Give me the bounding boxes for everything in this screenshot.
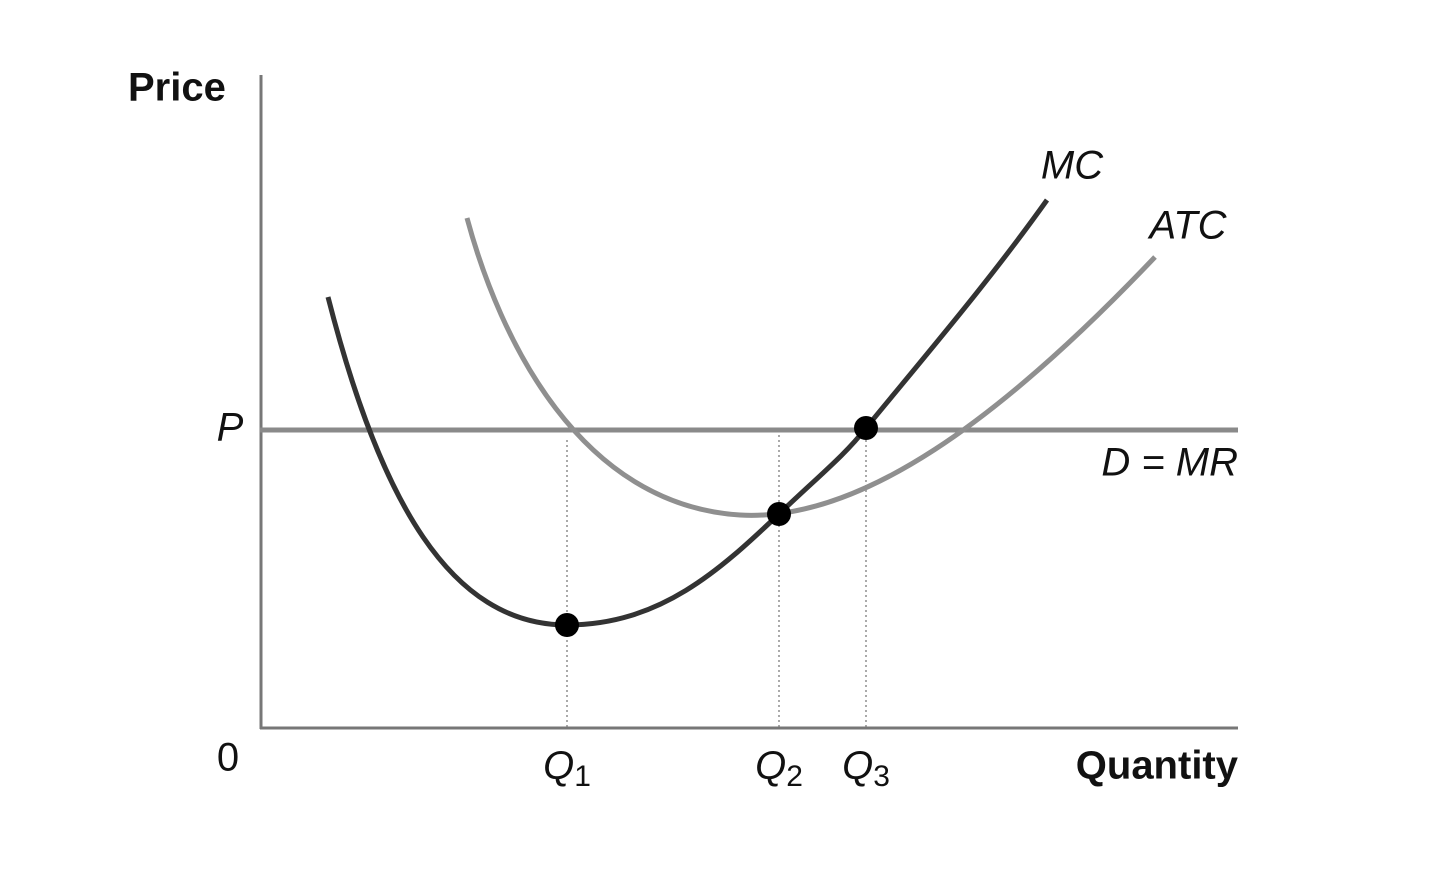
y-axis-label: Price <box>128 66 226 110</box>
mc-label: MC <box>1041 144 1104 188</box>
quantity-letter: Q <box>543 744 574 788</box>
mc-curve <box>325 198 1050 628</box>
price-label: P <box>217 406 244 450</box>
quantity-subscript: 1 <box>574 760 591 793</box>
atc-label: ATC <box>1147 204 1227 248</box>
quantity-label: Q2 <box>755 744 803 793</box>
quantity-subscript: 2 <box>786 760 803 793</box>
x-axis-label: Quantity <box>1076 744 1239 788</box>
point <box>854 416 878 440</box>
quantity-labels: Q1 Q2 Q3 <box>543 744 890 793</box>
quantity-label: Q3 <box>842 744 890 793</box>
quantity-label: Q1 <box>543 744 591 793</box>
quantity-letter: Q <box>755 744 786 788</box>
quantity-letter: Q <box>842 744 873 788</box>
quantity-subscript: 3 <box>873 760 890 793</box>
demand-label: D = MR <box>1101 441 1238 485</box>
origin-label: 0 <box>217 736 239 780</box>
atc-curve <box>464 217 1157 518</box>
point <box>767 502 791 526</box>
point <box>555 613 579 637</box>
